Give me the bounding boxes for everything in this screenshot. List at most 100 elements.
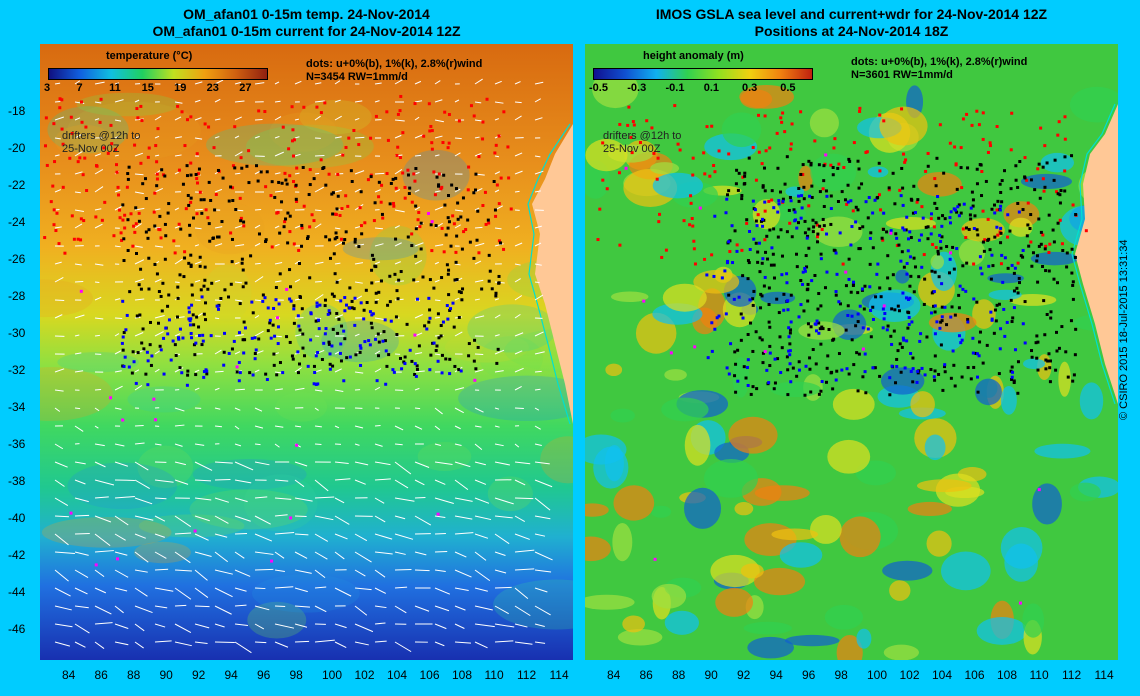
left-drifter-dot: [123, 355, 127, 359]
right-drifter-dot: [819, 304, 823, 308]
current-arrow: [514, 385, 522, 391]
left-drifter-dot: [461, 287, 465, 291]
left-drifter-dot: [135, 251, 139, 255]
right-drifter-dot: [890, 342, 894, 346]
left-drifter-dot: [374, 337, 378, 341]
current-arrow: [434, 279, 440, 283]
current-arrow: [414, 461, 430, 468]
right-drifter-dot: [831, 338, 835, 342]
lon-tick-label: 94: [224, 668, 238, 682]
left-drifter-dot: [391, 177, 395, 181]
current-arrow: [234, 587, 247, 592]
right-drifter-dot: [723, 269, 727, 273]
right-drifter-dot: [933, 332, 937, 336]
current-arrow: [194, 533, 209, 541]
right-drifter-dot: [809, 325, 813, 329]
right-drifter-dot: [740, 248, 744, 252]
left-drifter-dot: [264, 238, 268, 242]
left-drifter-dot: [350, 179, 354, 183]
lon-tick-label: 100: [867, 668, 888, 682]
right-drifter-dot: [981, 137, 985, 141]
temperature-patch: [40, 279, 94, 318]
right-drifter-dot: [848, 159, 852, 163]
left-drifter-dot: [57, 242, 61, 246]
left-drifter-dot: [257, 232, 261, 236]
right-drifter-dot: [847, 257, 851, 261]
right-drifter-dot: [777, 202, 781, 206]
left-drifter-dot: [133, 230, 137, 234]
temperature-patch: [487, 476, 533, 512]
right-drifter-dot: [824, 189, 828, 193]
right-drifter-dot: [1052, 240, 1056, 244]
anomaly-patch: [880, 367, 925, 395]
anomaly-patch: [754, 567, 806, 596]
anomaly-patch: [585, 503, 609, 517]
right-drifter-dot: [1037, 488, 1041, 492]
right-drifter-dot: [902, 228, 906, 232]
temperature-patch: [402, 149, 470, 201]
left-drifter-dot: [399, 270, 403, 274]
left-drifter-dot: [291, 357, 295, 361]
left-drifter-dot: [253, 352, 257, 356]
left-drifter-dot: [383, 339, 387, 343]
right-drifter-dot: [736, 379, 740, 383]
current-arrow: [474, 551, 487, 561]
right-drifter-dot: [746, 332, 750, 336]
left-drifter-dot: [217, 235, 221, 239]
right-drifter-dot: [761, 351, 765, 355]
right-drifter-dot: [758, 336, 762, 340]
lon-tick-label: 102: [899, 668, 920, 682]
right-drifter-dot: [832, 248, 836, 252]
left-drifter-dot: [446, 226, 450, 230]
right-drifter-dot: [1049, 310, 1053, 314]
height-anomaly-field: [585, 44, 1118, 660]
left-drifter-dot: [233, 125, 237, 129]
left-drifter-dot: [189, 196, 193, 200]
right-drifter-dot: [939, 246, 943, 250]
right-drifter-dot: [825, 232, 829, 236]
left-drifter-dot: [410, 359, 414, 363]
right-drifter-dot: [981, 209, 985, 213]
left-drifter-dot: [419, 247, 423, 251]
right-drifter-dot: [797, 199, 801, 203]
current-arrow: [154, 533, 165, 538]
anomaly-patch: [650, 162, 680, 175]
current-arrow: [474, 279, 484, 283]
current-arrow: [534, 225, 542, 229]
left-drifter-dot: [374, 114, 378, 118]
current-arrow: [194, 605, 210, 608]
left-drifter-dot: [346, 204, 350, 208]
right-drifter-dot: [689, 194, 693, 198]
right-drifter-dot: [1013, 348, 1017, 352]
right-drifter-dot: [1011, 370, 1015, 374]
right-drifter-dot: [749, 321, 753, 325]
current-arrow: [334, 351, 340, 355]
left-drifter-dot: [146, 155, 150, 159]
right-drifter-dot: [788, 195, 792, 199]
anomaly-patch: [610, 291, 649, 303]
left-drifter-dot: [417, 344, 421, 348]
right-drifter-dot: [712, 163, 716, 167]
left-drifter-dot: [381, 339, 385, 343]
right-drifter-dot: [1061, 249, 1065, 253]
right-drifter-dot: [618, 122, 622, 126]
right-drifter-dot: [727, 152, 731, 156]
lon-tick-label: 90: [159, 668, 173, 682]
current-arrow: [214, 515, 229, 524]
right-drifter-dot: [906, 310, 910, 314]
left-drifter-dot: [180, 371, 184, 375]
left-drifter-dot: [331, 327, 335, 331]
current-arrow: [194, 461, 213, 471]
current-arrow: [494, 461, 511, 466]
right-drifter-dot: [815, 223, 819, 227]
right-drifter-dot: [799, 216, 803, 220]
current-arrow: [214, 461, 233, 464]
left-drifter-dot: [502, 110, 506, 114]
left-drifter-dot: [76, 237, 80, 241]
right-drifter-dot: [813, 139, 817, 143]
right-drifter-dot: [1021, 322, 1025, 326]
right-drifter-dot: [1056, 281, 1060, 285]
anomaly-patch: [728, 416, 778, 454]
right-drifter-dot: [705, 273, 709, 277]
right-drifter-dot: [743, 174, 747, 178]
